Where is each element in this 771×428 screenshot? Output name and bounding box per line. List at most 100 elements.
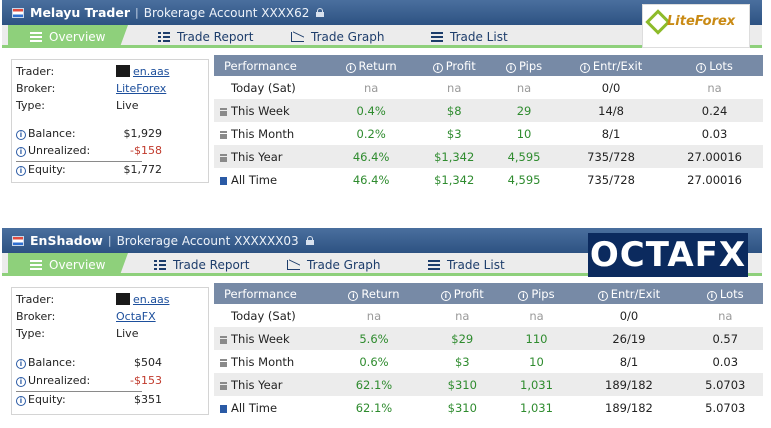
trader-value[interactable]: en.aas: [116, 65, 169, 78]
cell-profit: $3: [446, 126, 462, 141]
expand-icon[interactable]: [220, 381, 227, 390]
info-icon[interactable]: i: [16, 396, 26, 406]
equity-row: i Equity: $1,772: [12, 163, 210, 179]
cell-lots: na: [707, 80, 722, 95]
info-icon[interactable]: i: [16, 166, 26, 176]
info-icon: i: [518, 290, 529, 301]
tab-label: Overview: [49, 257, 106, 272]
unrealized-row: i Unrealized: -$158: [12, 144, 210, 160]
trader-link[interactable]: en.aas: [133, 293, 170, 306]
header-pips[interactable]: i Pips: [502, 283, 571, 304]
tab-overview[interactable]: Overview: [8, 253, 128, 276]
type-label: Type:: [16, 99, 45, 112]
info-icon: i: [706, 290, 717, 301]
equity-value: $351: [134, 393, 162, 406]
avatar: [116, 65, 130, 77]
tab-trade-graph[interactable]: Trade Graph: [287, 253, 380, 276]
type-row: Type: Live: [12, 99, 210, 115]
table-row[interactable]: This Week 0.4% $8 29 14/8 0.24: [214, 99, 763, 122]
header-entr-exit[interactable]: i Entr/Exit: [570, 283, 688, 304]
row-label: This Year: [214, 145, 326, 168]
header-return[interactable]: i Return: [326, 55, 417, 76]
header-profit[interactable]: i Profit: [416, 55, 493, 76]
table-row[interactable]: This Year 62.1% $310 1,031 189/182 5.070…: [214, 373, 763, 396]
info-icon: i: [345, 62, 356, 73]
info-icon[interactable]: i: [16, 377, 26, 387]
equity-label: Equity:: [28, 393, 66, 406]
widget-melayu-trader: Melayu Trader | Brokerage Account XXXX62…: [2, 0, 763, 196]
cell-return: 46.4%: [326, 145, 417, 168]
info-icon: i: [505, 62, 516, 73]
balance-row: i Balance: $1,929: [12, 127, 210, 143]
row-label: Today (Sat): [231, 80, 296, 95]
info-icon: i: [696, 62, 707, 73]
info-icon[interactable]: i: [16, 130, 26, 140]
cell-profit: $8: [416, 99, 493, 122]
cell-pips: 1,031: [502, 373, 571, 396]
expand-icon[interactable]: [220, 107, 227, 116]
tab-trade-graph[interactable]: Trade Graph: [291, 25, 384, 48]
divider: [16, 391, 142, 392]
broker-link[interactable]: OctaFX: [116, 310, 156, 323]
tab-label: Trade Graph: [307, 257, 381, 272]
header-entr-exit[interactable]: i Entr/Exit: [555, 55, 667, 76]
tab-trade-list[interactable]: Trade List: [431, 25, 508, 48]
table-row[interactable]: This Month 0.2% $3 10 8/1 0.03: [214, 122, 763, 145]
tab-label: Trade Report: [177, 29, 254, 44]
tab-label: Trade Graph: [311, 29, 385, 44]
header-return[interactable]: i Return: [326, 283, 422, 304]
trader-label: Trader:: [16, 65, 55, 78]
expand-icon[interactable]: [220, 358, 227, 367]
widget-enshadow: EnShadow | Brokerage Account XXXXXX03 Ov…: [2, 228, 763, 426]
table-row[interactable]: All Time 62.1% $310 1,031 189/182 5.0703: [214, 396, 763, 419]
lock-icon: [305, 236, 314, 245]
row-label: All Time: [214, 396, 326, 419]
tab-overview[interactable]: Overview: [8, 25, 128, 48]
table-row[interactable]: This Month 0.6% $3 10 8/1 0.03: [214, 350, 763, 373]
divider: [16, 161, 142, 162]
balance-label: Balance:: [28, 127, 76, 140]
header-lots[interactable]: i Lots: [666, 55, 763, 76]
cell-return: 0.4%: [326, 99, 417, 122]
cell-lots: 0.03: [701, 126, 728, 141]
system-name[interactable]: Melayu Trader: [30, 5, 130, 20]
broker-link[interactable]: LiteForex: [116, 82, 167, 95]
table-row[interactable]: All Time 46.4% $1,342 4,595 735/728 27.0…: [214, 168, 763, 191]
row-label: Today (Sat): [231, 308, 296, 323]
system-name[interactable]: EnShadow: [30, 233, 103, 248]
logo-text: OCTAFX: [589, 235, 747, 275]
expand-icon[interactable]: [220, 335, 227, 344]
cell-profit: na: [455, 308, 470, 323]
trader-link[interactable]: en.aas: [133, 65, 170, 78]
list-icon: [30, 259, 42, 270]
broker-logo[interactable]: LiteForex: [642, 4, 750, 48]
expand-icon[interactable]: [220, 404, 227, 413]
report-icon: [158, 31, 170, 42]
expand-icon[interactable]: [220, 176, 227, 185]
expand-icon[interactable]: [220, 130, 227, 139]
tab-trade-report[interactable]: Trade Report: [154, 253, 249, 276]
balance-value: $1,929: [123, 127, 163, 140]
info-icon[interactable]: i: [16, 359, 26, 369]
table-row: Today (Sat) na na na 0/0 na: [214, 76, 763, 99]
cell-pips: 29: [492, 99, 556, 122]
broker-logo[interactable]: OCTAFX: [588, 233, 748, 277]
info-icon[interactable]: i: [16, 147, 26, 157]
table-header-row: Performance i Return i Profit i Pips i Entr/…: [214, 283, 763, 304]
table-row[interactable]: This Year 46.4% $1,342 4,595 735/728 27.…: [214, 145, 763, 168]
tab-trade-report[interactable]: Trade Report: [158, 25, 253, 48]
trader-value[interactable]: en.aas: [116, 293, 169, 306]
header-profit[interactable]: i Profit: [421, 283, 503, 304]
expand-icon[interactable]: [220, 153, 227, 162]
header-pips[interactable]: i Pips: [492, 55, 556, 76]
unrealized-label: Unrealized:: [28, 374, 91, 387]
header-lots[interactable]: i Lots: [687, 283, 763, 304]
table-row[interactable]: This Week 5.6% $29 110 26/19 0.57: [214, 327, 763, 350]
tab-trade-list[interactable]: Trade List: [428, 253, 505, 276]
row-label: This Month: [214, 350, 326, 373]
cell-lots: 0.57: [687, 327, 763, 350]
cell-pips: 4,595: [492, 145, 556, 168]
balance-row: i Balance: $504: [12, 356, 210, 372]
cell-profit: $3: [454, 354, 470, 369]
title-separator: |: [107, 234, 112, 247]
